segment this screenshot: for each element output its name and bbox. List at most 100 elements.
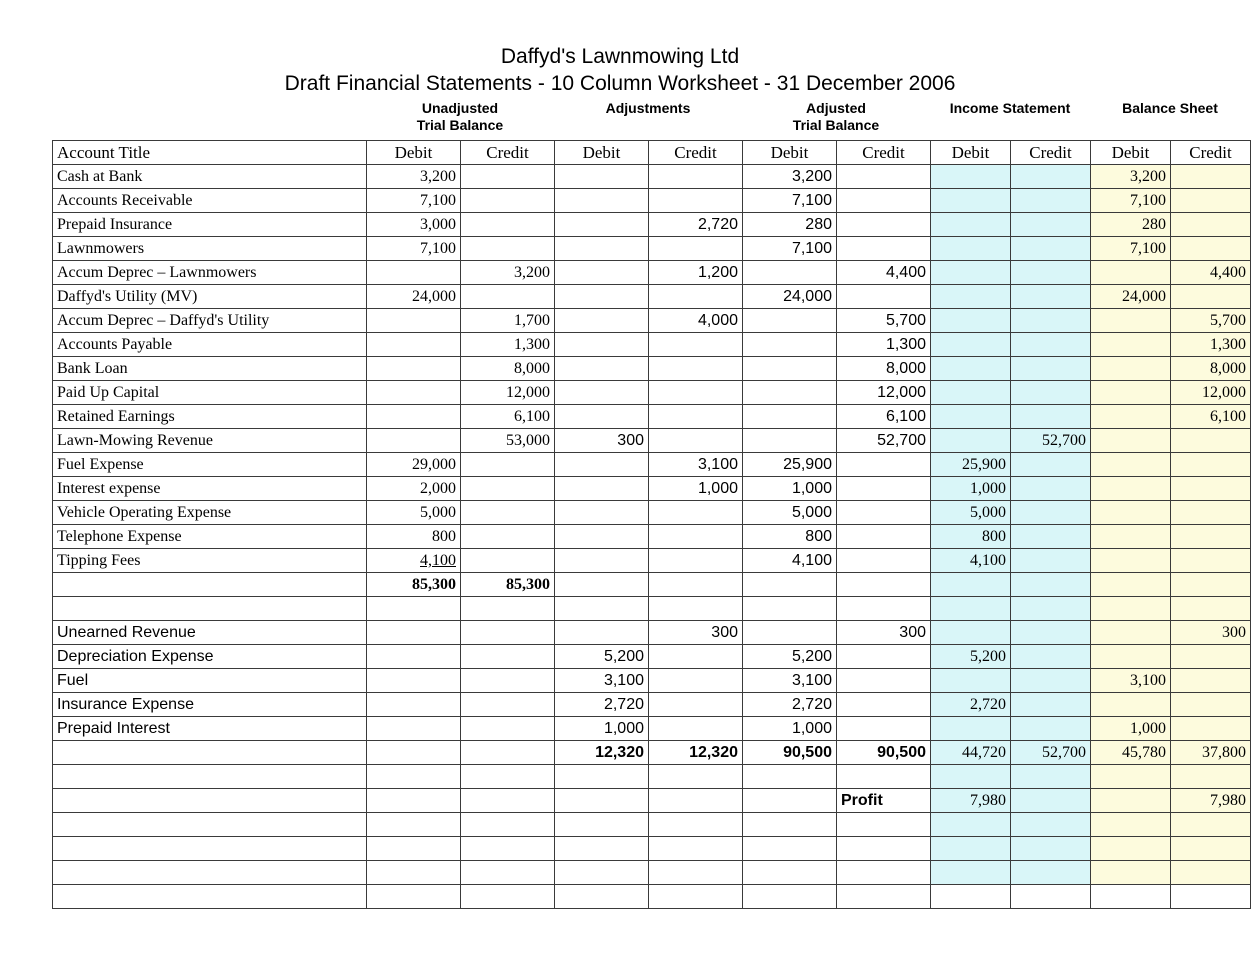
cell-utb-debit[interactable] [366,260,461,285]
cell-is-debit[interactable] [930,812,1011,837]
cell-adj-debit[interactable] [554,380,649,405]
cell-utb-credit[interactable]: 53,000 [460,428,555,453]
cell-bs-credit[interactable] [1170,836,1251,861]
cell-adj-credit[interactable] [648,716,743,741]
cell-bs-credit[interactable] [1170,548,1251,573]
cell-adj-credit[interactable] [648,812,743,837]
cell-bs-credit[interactable]: 8,000 [1170,356,1251,381]
cell-account-title[interactable]: Lawn-Mowing Revenue [52,428,367,453]
cell-bs-debit[interactable] [1090,524,1171,549]
cell-account-title[interactable] [52,836,367,861]
cell-adj-debit[interactable] [554,404,649,429]
cell-atb-credit[interactable] [836,524,931,549]
cell-adj-debit[interactable]: 300 [554,428,649,453]
cell-bs-debit[interactable] [1090,812,1171,837]
cell-adj-debit[interactable] [554,212,649,237]
cell-adj-credit[interactable] [648,164,743,189]
cell-bs-debit[interactable] [1090,356,1171,381]
cell-adj-debit[interactable] [554,236,649,261]
cell-is-debit[interactable] [930,404,1011,429]
cell-utb-credit[interactable] [460,452,555,477]
cell-atb-credit[interactable]: 5,700 [836,308,931,333]
cell-bs-credit[interactable] [1170,236,1251,261]
cell-adj-debit[interactable]: 5,200 [554,644,649,669]
cell-atb-credit[interactable]: 1,300 [836,332,931,357]
cell-bs-debit[interactable] [1090,308,1171,333]
cell-utb-debit[interactable] [366,428,461,453]
cell-bs-debit[interactable] [1090,836,1171,861]
cell-bs-debit[interactable] [1090,692,1171,717]
cell-bs-debit[interactable]: 280 [1090,212,1171,237]
cell-utb-credit[interactable] [460,212,555,237]
cell-atb-debit[interactable] [742,884,837,909]
cell-account-title[interactable]: Accounts Payable [52,332,367,357]
cell-is-debit[interactable]: 5,200 [930,644,1011,669]
cell-bs-credit[interactable]: 12,000 [1170,380,1251,405]
cell-bs-debit[interactable] [1090,884,1171,909]
cell-atb-debit[interactable]: 1,000 [742,716,837,741]
cell-bs-credit[interactable] [1170,572,1251,597]
cell-atb-credit[interactable] [836,164,931,189]
cell-atb-debit[interactable] [742,620,837,645]
cell-utb-credit[interactable] [460,188,555,213]
cell-is-debit[interactable] [930,860,1011,885]
cell-adj-credit[interactable] [648,788,743,813]
cell-adj-debit[interactable] [554,620,649,645]
cell-is-credit[interactable] [1010,716,1091,741]
cell-utb-debit[interactable] [366,404,461,429]
cell-account-title[interactable]: Accum Deprec – Daffyd's Utility [52,308,367,333]
cell-adj-credit[interactable] [648,284,743,309]
cell-is-credit[interactable] [1010,668,1091,693]
cell-adj-credit[interactable] [648,836,743,861]
cell-bs-debit[interactable] [1090,644,1171,669]
cell-bs-credit[interactable] [1170,644,1251,669]
cell-utb-credit[interactable] [460,284,555,309]
cell-atb-debit[interactable]: 25,900 [742,452,837,477]
cell-atb-debit[interactable]: 5,000 [742,500,837,525]
cell-adj-debit[interactable] [554,836,649,861]
cell-utb-credit[interactable]: 6,100 [460,404,555,429]
cell-adj-credit[interactable] [648,764,743,789]
profit-label[interactable]: Profit [836,788,931,813]
cell-account-title[interactable]: Telephone Expense [52,524,367,549]
cell-atb-debit[interactable] [742,788,837,813]
cell-is-credit[interactable] [1010,188,1091,213]
cell-atb-debit[interactable]: 3,100 [742,668,837,693]
cell-bs-credit[interactable] [1170,452,1251,477]
cell-utb-debit[interactable]: 3,200 [366,164,461,189]
cell-account-title[interactable] [52,596,367,621]
cell-account-title[interactable]: Bank Loan [52,356,367,381]
cell-is-credit[interactable] [1010,620,1091,645]
cell-atb-debit[interactable] [742,356,837,381]
cell-is-debit[interactable] [930,260,1011,285]
cell-bs-debit[interactable]: 3,200 [1090,164,1171,189]
cell-adj-credit[interactable] [648,404,743,429]
cell-utb-credit[interactable] [460,620,555,645]
cell-utb-credit[interactable] [460,884,555,909]
cell-bs-credit[interactable] [1170,284,1251,309]
cell-utb-credit[interactable]: 85,300 [460,572,555,597]
cell-is-credit[interactable] [1010,236,1091,261]
cell-utb-debit[interactable] [366,644,461,669]
cell-atb-debit[interactable] [742,812,837,837]
cell-bs-credit[interactable] [1170,692,1251,717]
cell-bs-credit[interactable]: 300 [1170,620,1251,645]
cell-atb-credit[interactable] [836,884,931,909]
cell-utb-credit[interactable] [460,788,555,813]
cell-utb-credit[interactable] [460,644,555,669]
cell-adj-debit[interactable]: 2,720 [554,692,649,717]
cell-bs-credit[interactable] [1170,188,1251,213]
cell-account-title[interactable]: Depreciation Expense [52,644,367,669]
cell-adj-credit[interactable] [648,356,743,381]
cell-bs-debit[interactable]: 7,100 [1090,236,1171,261]
cell-account-title[interactable]: Interest expense [52,476,367,501]
cell-is-credit[interactable] [1010,164,1091,189]
cell-is-credit[interactable] [1010,764,1091,789]
cell-adj-credit[interactable] [648,332,743,357]
cell-adj-credit[interactable] [648,692,743,717]
cell-is-credit[interactable] [1010,788,1091,813]
cell-atb-debit[interactable] [742,380,837,405]
cell-utb-credit[interactable] [460,236,555,261]
cell-utb-debit[interactable]: 7,100 [366,236,461,261]
cell-atb-credit[interactable]: 12,000 [836,380,931,405]
